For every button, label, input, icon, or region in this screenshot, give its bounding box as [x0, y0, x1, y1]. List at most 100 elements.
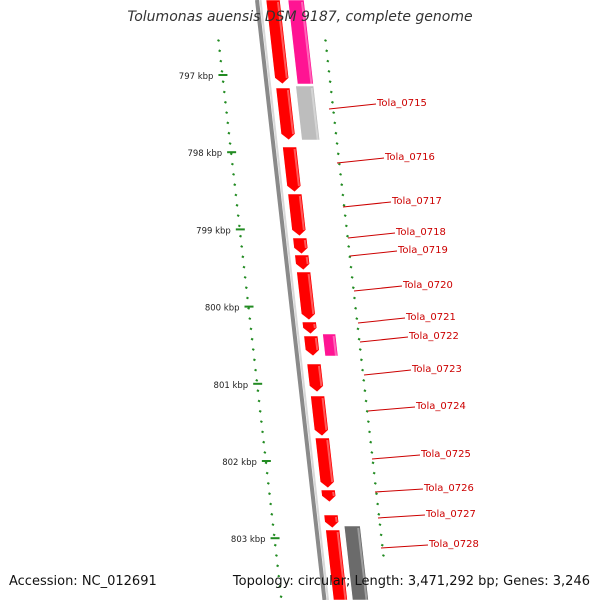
track-dot	[365, 409, 369, 413]
gene-label: Tola_0718	[395, 227, 446, 238]
track-dot	[335, 142, 339, 145]
gene-label: Tola_0724	[415, 401, 466, 412]
backbone-line	[255, 0, 327, 601]
kbp-label: 803 kbp	[231, 535, 266, 545]
gene-leader-line	[371, 454, 421, 460]
gene-feature-shade	[313, 323, 316, 329]
ruler-dot	[247, 306, 251, 310]
ruler-dot	[265, 471, 269, 475]
gene-feature	[322, 333, 339, 357]
gene-feature-shade	[357, 527, 368, 601]
track-dot	[325, 49, 329, 53]
kbp-label: 801 kbp	[214, 381, 249, 391]
track-dot	[362, 379, 366, 382]
gene-leader-line	[357, 317, 406, 324]
gene-feature	[282, 146, 302, 193]
track-dot	[349, 265, 353, 269]
gene-label: Tola_0717	[391, 196, 442, 207]
gene-leader-line	[353, 285, 403, 292]
gene-feature-shade	[277, 1, 288, 79]
gene-feature-shade	[326, 439, 334, 483]
backbone-highlight	[259, 0, 329, 601]
track-dot	[344, 224, 348, 228]
gene-feature	[310, 395, 329, 437]
track-dot	[350, 276, 354, 279]
track-dot	[343, 214, 347, 217]
track-dot	[357, 337, 361, 341]
gene-feature	[292, 237, 309, 255]
gene-feature-shade	[334, 516, 338, 523]
gene-label: Tola_0721	[405, 312, 456, 323]
track-dot	[346, 234, 349, 238]
track-dot	[328, 80, 332, 84]
ruler-dot	[236, 214, 240, 217]
kbp-label: 798 kbp	[187, 149, 222, 159]
ruler-dot	[261, 430, 264, 434]
track-dot	[361, 368, 365, 372]
gene-feature	[265, 0, 290, 85]
gene-feature-shade	[303, 239, 307, 249]
gene-label: Tola_0728	[428, 539, 479, 550]
ruler-dot	[233, 183, 237, 187]
track-dot	[354, 306, 358, 310]
gene-label: Tola_0725	[420, 449, 471, 460]
genome-title: Tolumonas auensis DSM 9187, complete gen…	[127, 9, 473, 25]
track-dot	[329, 90, 333, 94]
ruler-dot	[277, 574, 281, 578]
ruler-dot	[269, 502, 273, 506]
track-dot	[336, 152, 340, 156]
gene-leader-line	[342, 201, 392, 208]
kbp-label: 797 kbp	[179, 72, 214, 82]
gene-feature-shade	[298, 195, 305, 231]
ruler-dot	[218, 49, 222, 53]
track-dot	[333, 121, 337, 125]
gene-feature	[303, 335, 320, 357]
gene-feature	[306, 363, 324, 393]
track-dot	[331, 100, 334, 104]
ruler-dot	[217, 39, 220, 42]
ruler-dot	[224, 100, 227, 104]
gene-feature-shade	[301, 1, 313, 85]
ruler-dot	[259, 420, 263, 423]
ruler-dot	[248, 317, 252, 320]
gene-feature	[287, 193, 307, 237]
gene-feature-shade	[293, 148, 300, 187]
track-dot	[324, 39, 327, 42]
ruler-dot	[239, 234, 242, 238]
topology-text: Topology: circular; Length: 3,471,292 bp…	[232, 574, 590, 589]
ruler-dot	[220, 70, 224, 73]
track-dot	[370, 451, 374, 454]
gene-feature	[294, 254, 311, 271]
track-dot	[368, 430, 371, 434]
track-dot	[358, 348, 362, 351]
ruler-dot	[255, 379, 259, 382]
ruler-dot	[252, 358, 256, 362]
track-dot	[342, 203, 346, 207]
ruler-dot	[254, 368, 258, 372]
ruler-dot	[242, 265, 246, 269]
track-dot	[378, 523, 382, 526]
ruler-dot	[232, 173, 236, 176]
ruler-dot	[229, 152, 233, 156]
gene-label: Tola_0716	[384, 152, 435, 163]
gene-label: Tola_0727	[425, 509, 476, 520]
ruler-dot	[246, 296, 249, 300]
track-dot	[341, 193, 345, 197]
track-dot	[369, 440, 373, 444]
gene-feature-shade	[310, 87, 319, 141]
gene-feature-shade	[317, 365, 323, 387]
gene-leader-line	[359, 336, 409, 343]
track-dot	[337, 162, 341, 166]
track-dot	[379, 533, 383, 537]
track-dot	[339, 173, 343, 176]
track-dot	[363, 389, 367, 393]
track-dot	[355, 317, 359, 320]
track-dot	[351, 286, 355, 290]
track-dot	[334, 131, 338, 135]
track-dot	[371, 461, 375, 465]
gene-label: Tola_0719	[397, 245, 448, 256]
ruler-dot	[235, 203, 239, 207]
ruler-dot	[270, 512, 274, 516]
track-dot	[375, 492, 378, 496]
